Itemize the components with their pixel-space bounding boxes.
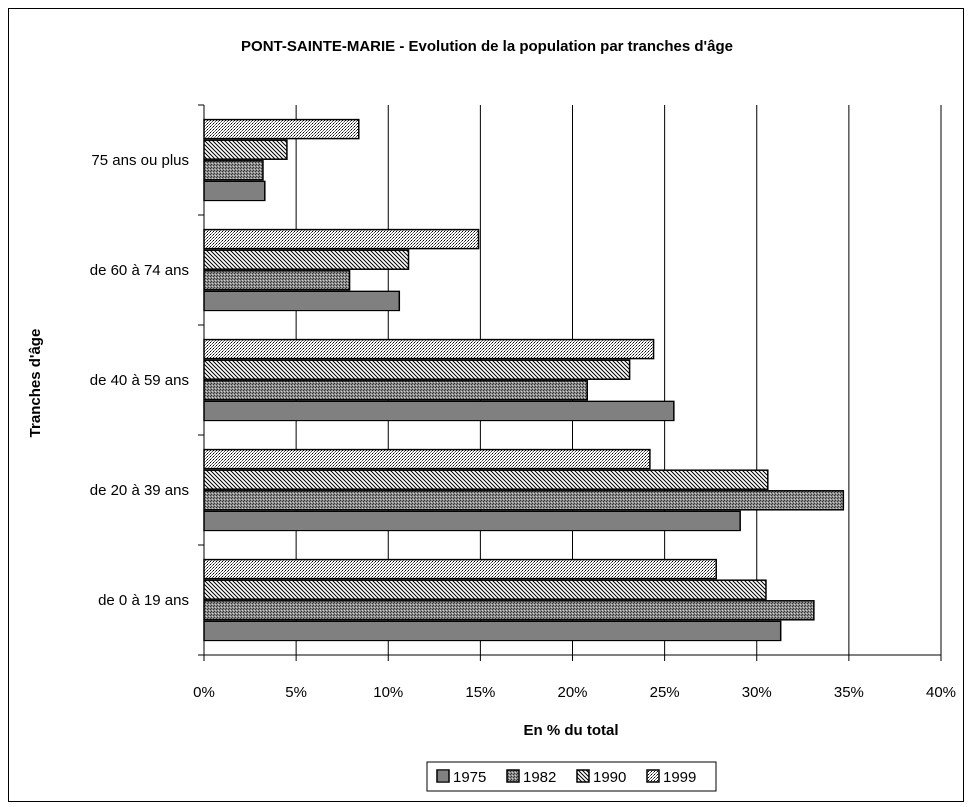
x-tick-label-15: 15% <box>465 684 495 701</box>
x-tick-label-25: 25% <box>650 684 680 701</box>
legend-swatch-1982 <box>506 769 520 783</box>
bar-1999-de-40-59-ans <box>203 338 655 360</box>
bar-1990-de-40-59-ans <box>203 359 631 380</box>
chart-title: PONT-SAINTE-MARIE - Evolution de la popu… <box>241 38 733 55</box>
x-tick-label-20: 20% <box>557 684 587 701</box>
legend-label-1975: 1975 <box>453 769 486 786</box>
bar-1990-de-0-19-ans <box>203 579 767 600</box>
y-category-label-de-20-39-ans: de 20 à 39 ans <box>90 482 189 499</box>
axes <box>198 104 942 661</box>
y-category-label-de-40-59-ans: de 40 à 59 ans <box>90 372 189 389</box>
y-category-label-de-0-19-ans: de 0 à 19 ans <box>98 592 189 609</box>
bar-1975-de-20-39-ans <box>203 510 741 532</box>
chart-frame: PONT-SAINTE-MARIE - Evolution de la popu… <box>8 8 964 802</box>
x-tick-labels: 0% 5% 10% 15% 20% 25% 30% 35% 40% <box>193 684 956 701</box>
y-category-label-de-60-74-ans: de 60 à 74 ans <box>90 262 189 279</box>
gridlines <box>295 105 942 655</box>
y-category-label-75-ans-ou-plus: 75 ans ou plus <box>91 152 189 169</box>
bar-1990-75-ans-ou-plus <box>203 139 288 160</box>
x-tick-label-10: 10% <box>373 684 403 701</box>
legend-swatch-1999 <box>646 769 660 783</box>
y-category-labels: de 0 à 19 ans de 20 à 39 ans de 40 à 59 an… <box>90 152 189 609</box>
bar-1975-de-40-59-ans <box>203 400 675 422</box>
legend: 1975 1982 1990 1999 <box>426 761 717 792</box>
bar-1982-75-ans-ou-plus <box>203 160 264 181</box>
bar-1975-de-0-19-ans <box>203 620 782 642</box>
bar-1982-de-60-74-ans <box>203 270 351 291</box>
legend-label-1990: 1990 <box>593 769 626 786</box>
bar-1999-de-60-74-ans <box>203 228 480 250</box>
x-tick-label-5: 5% <box>285 684 307 701</box>
bar-1999-de-0-19-ans <box>203 558 717 580</box>
bar-1990-de-20-39-ans <box>203 469 769 490</box>
bar-1999-de-20-39-ans <box>203 448 651 470</box>
x-tick-label-40: 40% <box>926 684 956 701</box>
bars <box>203 118 845 642</box>
bar-1982-de-40-59-ans <box>203 380 588 401</box>
bar-1975-75-ans-ou-plus <box>203 180 266 202</box>
legend-label-1999: 1999 <box>663 769 696 786</box>
bar-chart: PONT-SAINTE-MARIE - Evolution de la popu… <box>27 38 956 792</box>
x-tick-label-0: 0% <box>193 684 215 701</box>
legend-box <box>426 761 717 792</box>
bar-1982-de-0-19-ans <box>203 600 815 621</box>
bar-1990-de-60-74-ans <box>203 249 410 270</box>
legend-label-1982: 1982 <box>523 769 556 786</box>
legend-swatch-1975 <box>436 769 450 783</box>
x-tick-label-30: 30% <box>742 684 772 701</box>
legend-swatch-1990 <box>576 769 590 783</box>
bar-1999-75-ans-ou-plus <box>203 118 360 140</box>
bar-1975-de-60-74-ans <box>203 290 401 312</box>
bar-1982-de-20-39-ans <box>203 490 845 511</box>
x-tick-label-35: 35% <box>834 684 864 701</box>
y-axis-label: Tranches d'âge <box>27 329 44 438</box>
x-axis-label: En % du total <box>524 722 619 739</box>
